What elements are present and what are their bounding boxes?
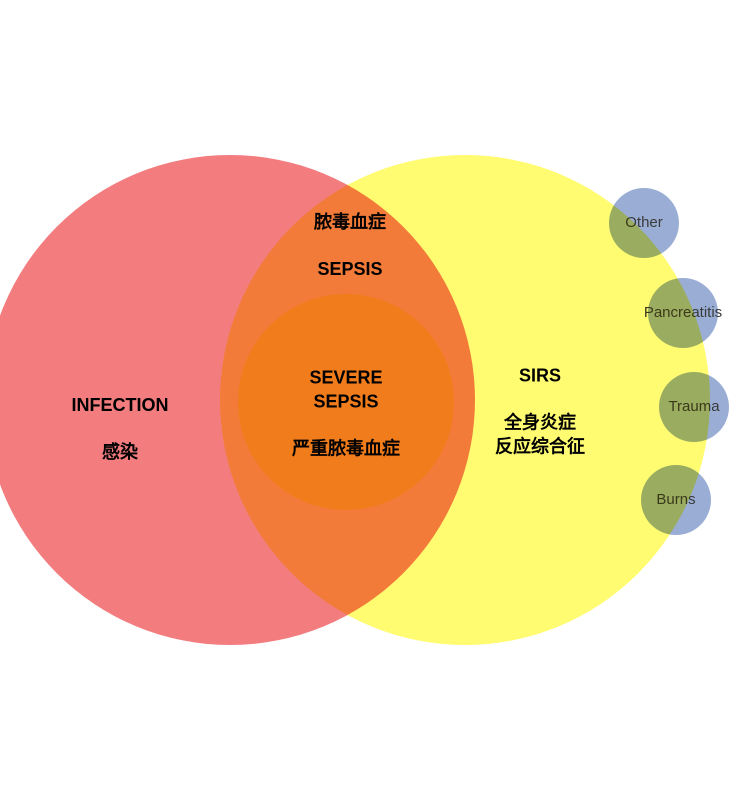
label-severe-zh: 严重脓毒血症 <box>292 438 400 458</box>
label-infection-zh: 感染 <box>102 442 138 462</box>
label-sirs: SIRS 全身炎症 反应综合征 <box>495 342 585 459</box>
label-sepsis-zh: 脓毒血症 <box>314 213 386 233</box>
label-sepsis: 脓毒血症 SEPSIS <box>314 188 386 282</box>
label-severe-en: SEVERE SEPSIS <box>309 368 382 411</box>
label-sirs-en: SIRS <box>519 366 561 386</box>
label-sirs-zh: 全身炎症 反应综合征 <box>495 413 585 456</box>
label-sepsis-en: SEPSIS <box>317 259 382 279</box>
label-infection-en: INFECTION <box>72 396 169 416</box>
label-infection: INFECTION 感染 <box>72 371 169 465</box>
label-severe-sepsis: SEVERE SEPSIS 严重脓毒血症 <box>292 344 400 461</box>
